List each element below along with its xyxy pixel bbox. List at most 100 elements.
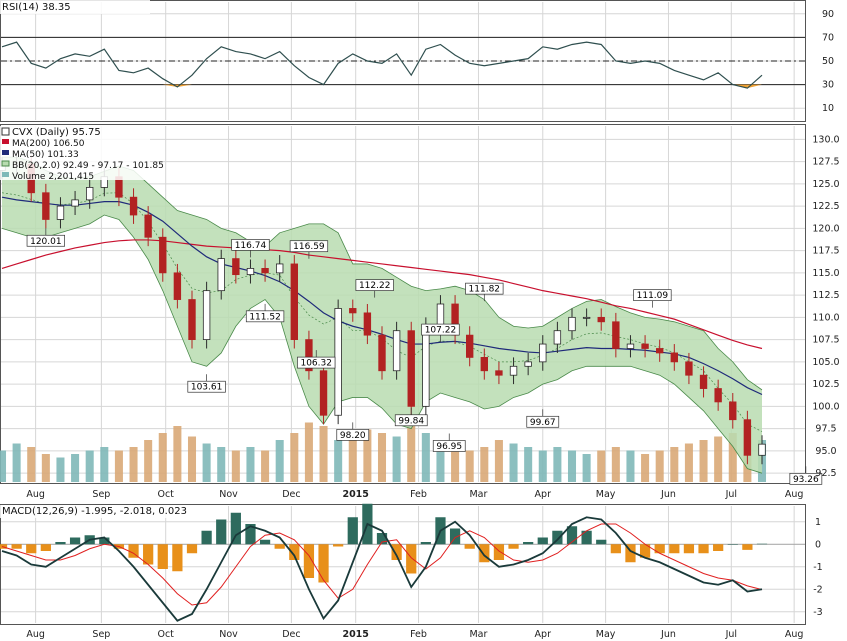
candle-body (290, 263, 298, 341)
callout-box (394, 414, 428, 427)
volume-bar (202, 443, 211, 482)
volume-bar (436, 443, 445, 482)
macd-histogram-bar (376, 533, 388, 545)
callout-label: 111.82 (469, 285, 501, 295)
macd-xtick-label: Feb (410, 629, 427, 640)
callout-box (432, 440, 466, 452)
callout-box (26, 234, 65, 247)
volume-bar (582, 454, 591, 482)
macd-histogram-bar (406, 544, 417, 574)
price-ytick-label: 130.0 (812, 134, 839, 145)
volume-bar (480, 447, 489, 482)
price-ytick-label: 125.0 (812, 179, 839, 190)
price-ytick-label: 110.0 (812, 312, 839, 323)
volume-bar (699, 440, 708, 482)
macd-histogram-bar (713, 544, 724, 551)
candle-body (378, 334, 386, 372)
macd-histogram-bar (11, 544, 22, 549)
volume-bar (275, 440, 284, 482)
volume-bar (728, 433, 737, 482)
candle-body (714, 388, 722, 403)
volume-bar (567, 450, 577, 482)
bollinger-band (2, 157, 762, 474)
macd-histogram-bar (128, 544, 139, 558)
price-xtick-label: Oct (157, 489, 174, 500)
candle-body (743, 419, 752, 456)
macd-histogram-bar (479, 544, 490, 563)
volume-bar (611, 447, 620, 482)
macd-histogram-bar (40, 544, 51, 551)
price-xtick-label: Dec (282, 489, 300, 500)
volume-bar (71, 454, 80, 482)
candle-body (685, 361, 693, 376)
macd-histogram-bar (464, 544, 475, 549)
price-xtick-label: Aug (785, 489, 804, 500)
macd-ytick-label: 1 (815, 517, 821, 528)
volume-bar (231, 450, 240, 482)
candle-body (758, 443, 766, 456)
price-ytick-label: 122.5 (812, 201, 839, 212)
macd-histogram-bar (333, 544, 344, 547)
callout-box (526, 415, 560, 428)
candle-body (71, 199, 79, 207)
rsi-ytick-label: 70 (822, 32, 834, 43)
macd-histogram-bar (26, 544, 37, 554)
macd-histogram-bar (216, 519, 227, 545)
candle-body (466, 334, 474, 358)
legend-cvx: CVX (Daily) 95.75 (12, 127, 101, 138)
price-xtick-label: Sep (92, 489, 110, 500)
candle-body (56, 205, 65, 220)
candle-body (188, 299, 196, 340)
price-ytick-label: 117.5 (812, 246, 839, 257)
macd-legend-label: MACD(12,26,9) -1.995, -2.018, 0.023 (2, 506, 187, 517)
price-xtick-label: Mar (469, 489, 487, 500)
callout-label: 107.22 (425, 326, 457, 336)
candle-body (392, 330, 401, 372)
macd-histogram-bar (391, 544, 402, 560)
legend-ma200: MA(200) 106.50 (12, 139, 85, 149)
candle-body (553, 330, 562, 345)
callout-box (231, 239, 270, 251)
macd-histogram-bar (186, 544, 198, 554)
callout-box (245, 310, 285, 323)
callout-label: 116.74 (235, 241, 267, 251)
price-xtick-label: Apr (535, 489, 552, 500)
candle-body (612, 321, 620, 349)
volume-bar (451, 447, 460, 482)
macd-histogram-bar (259, 539, 271, 545)
candle-body (670, 352, 678, 363)
rsi-panel: 10 30 50 70 90 RSI(14) 38.35 (0, 0, 834, 122)
macd-xtick-label: Mar (469, 629, 487, 640)
candle-body (261, 267, 269, 274)
macd-histogram-bar (69, 537, 81, 545)
volume-bar (114, 450, 123, 482)
macd-histogram-bar (318, 544, 329, 583)
candle-body (582, 316, 591, 319)
callout-box (355, 279, 394, 291)
rsi-ytick-label: 90 (822, 9, 834, 20)
callout-box (633, 289, 672, 301)
candle-body (86, 187, 94, 201)
callout-box (789, 472, 823, 485)
price-xtick-label: 2015 (342, 489, 368, 500)
candle-body (144, 214, 152, 238)
volume-bar (304, 422, 313, 482)
rsi-oversold-fill (177, 84, 192, 87)
callout-label: 98.20 (340, 431, 366, 441)
volume-bar (290, 433, 299, 482)
macd-xtick-label: May (596, 629, 616, 640)
rsi-ytick-label: 30 (822, 80, 834, 91)
candle-body (349, 308, 357, 314)
bb-lower-line (1, 214, 763, 474)
callout-box (297, 356, 336, 369)
volume-bar (524, 447, 533, 482)
callout-box (187, 380, 226, 393)
volume-bar (553, 447, 562, 482)
macd-histogram-bar (581, 530, 592, 545)
macd-xtick-label: Apr (535, 629, 552, 640)
price-ytick-label: 102.5 (812, 379, 839, 390)
rsi-line (1, 41, 763, 89)
candle-body (539, 343, 547, 363)
macd-histogram-bar (201, 530, 212, 545)
candle-body (656, 348, 664, 354)
